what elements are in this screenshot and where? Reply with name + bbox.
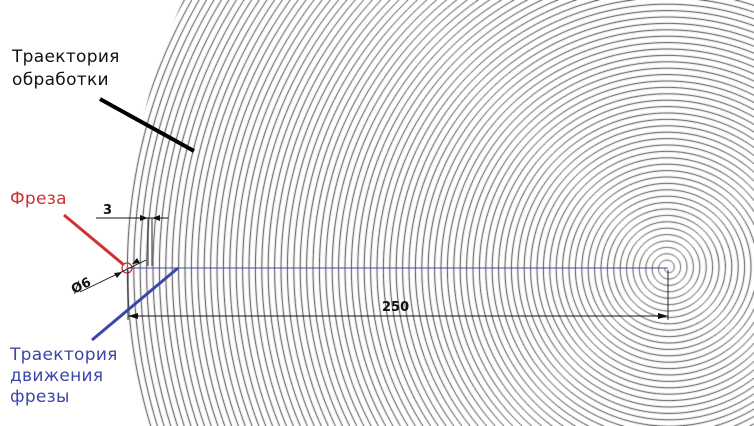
radius-dimension: 250 [127, 270, 669, 320]
step-dimension: 3 [96, 203, 168, 266]
diameter-dimension: Ø6 [69, 258, 147, 298]
cutter-path-label-line1: Траектория [9, 345, 118, 365]
toolpath-label-line1: Траектория [11, 47, 120, 67]
toolpath-leader-line [99, 97, 195, 153]
cutter-path-leader-line [91, 266, 179, 342]
cutter-label: Фреза [10, 189, 67, 209]
cutter-path-label-line2: движения [10, 366, 103, 386]
step-dimension-value: 3 [103, 203, 112, 218]
toolpath-label-line2: обработки [12, 70, 109, 90]
cutter-leader-line [63, 213, 125, 267]
cutter-circle [121, 262, 133, 274]
diameter-dimension-value: Ø6 [69, 275, 94, 297]
cutter-path-label-line3: фрезы [10, 387, 70, 407]
radius-dimension-value: 250 [382, 300, 409, 315]
